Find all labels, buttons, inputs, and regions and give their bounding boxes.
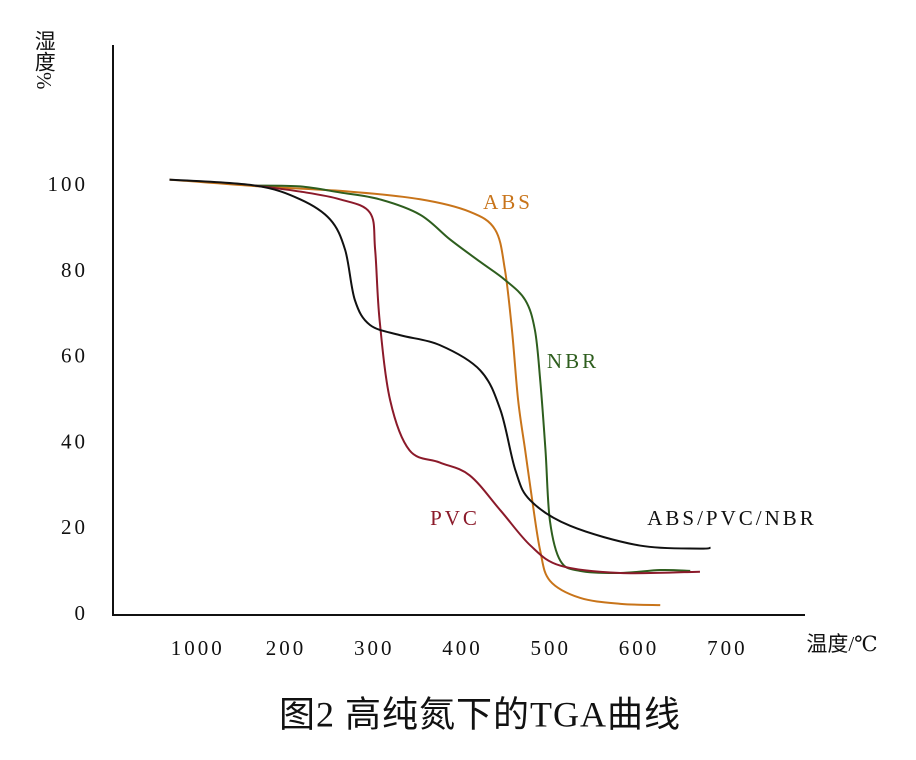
y-tick-label: 80: [61, 258, 88, 282]
x-tick-label: 300: [354, 636, 395, 660]
series-label: PVC: [430, 506, 480, 530]
x-tick-label: 200: [266, 636, 307, 660]
y-tick-label: 100: [48, 172, 89, 196]
series-label: ABS: [483, 190, 533, 214]
line-series: [169, 178, 661, 607]
x-tick-label: 600: [619, 636, 660, 660]
chart-title: 图2 高纯氮下的TGA曲线: [279, 694, 681, 734]
line-series: [255, 184, 691, 575]
y-axis-label: 湿度%: [32, 30, 56, 90]
x-tick-label: 1000: [171, 636, 225, 660]
line-series: [169, 178, 711, 550]
y-tick-label: 20: [61, 515, 88, 539]
x-tick-label: 700: [707, 636, 748, 660]
y-tick-label: 0: [75, 601, 89, 625]
x-tick-label: 500: [531, 636, 572, 660]
series-label: ABS/PVC/NBR: [647, 506, 817, 530]
line-series: [254, 184, 700, 575]
x-axis-label: 温度/℃: [806, 632, 877, 656]
series-label: NBR: [547, 349, 599, 373]
x-tick-label: 400: [442, 636, 483, 660]
y-tick-label: 40: [61, 429, 88, 453]
y-tick-label: 60: [61, 344, 88, 368]
